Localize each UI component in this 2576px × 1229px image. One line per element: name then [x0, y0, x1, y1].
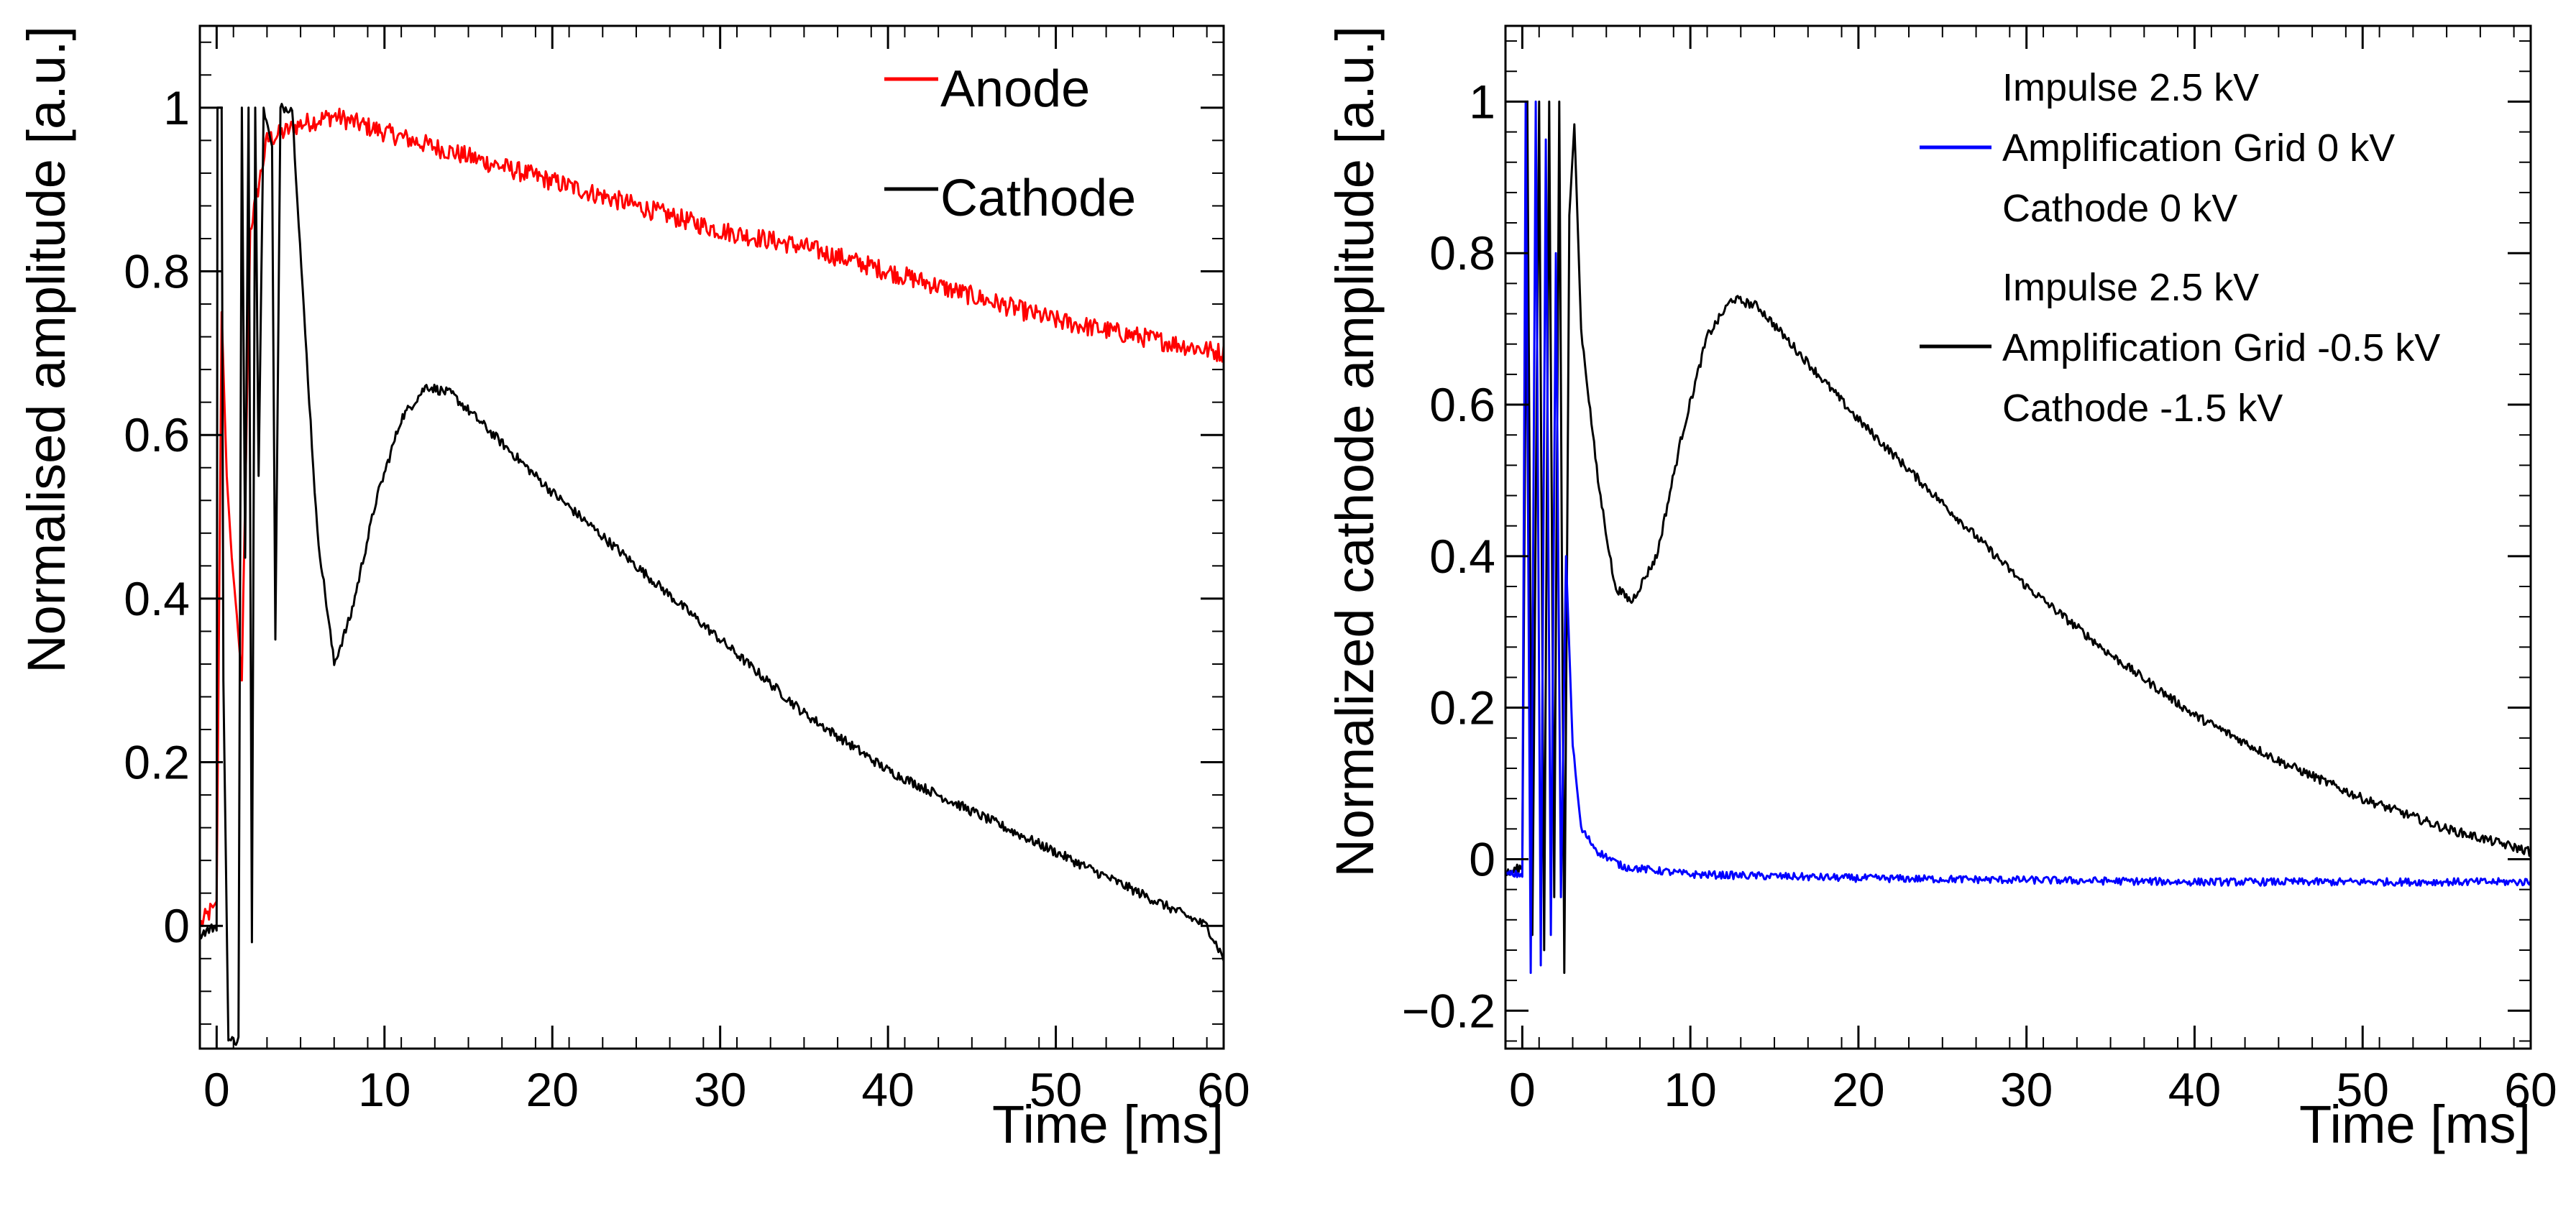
left-axis-ticks [199, 26, 1225, 1049]
left-y-axis-title: Normalised amplitude [a.u.] [17, 26, 76, 673]
left-y-tick-label: 0.4 [124, 572, 190, 625]
left-plot-frame [198, 24, 1225, 1050]
left-x-tick-label: 40 [861, 1063, 914, 1116]
left-series-group [198, 103, 1225, 1046]
right-y-tick-label: 0.2 [1429, 681, 1495, 735]
right-chart: 0 10 20 30 40 50 60 −0.2 0 0.2 0.4 0.6 0.8 1 Time [ms… [1325, 24, 2557, 1154]
right-y-tick-label: −0.2 [1402, 984, 1495, 1037]
left-y-tick-label: 0.2 [124, 736, 190, 789]
legend-label-blue-grid: Amplification Grid 0 kV [2002, 126, 2395, 170]
left-x-tick-label: 50 [1030, 1063, 1082, 1116]
right-y-tick-label: 1 [1469, 75, 1495, 128]
left-legend: Anode Cathode [884, 60, 1136, 227]
left-chart: 0 10 20 30 40 50 60 0 0.2 0.4 0.6 0.8 1 Time [ms] No… [17, 24, 1250, 1154]
left-tick-labels: 0 10 20 30 40 50 60 0 0.2 0.4 0.6 0.8 1 [124, 81, 1250, 1116]
right-x-axis-title: Time [ms] [2299, 1095, 2531, 1154]
left-x-tick-label: 10 [358, 1063, 411, 1116]
right-x-tick-label: 0 [1509, 1063, 1536, 1116]
left-y-tick-label: 0.8 [124, 245, 190, 298]
right-y-axis-title: Normalized cathode amplitude [a.u.] [1325, 26, 1385, 878]
left-series-line-1 [198, 103, 1225, 1046]
left-y-tick-label: 0 [163, 899, 190, 952]
legend-label-anode: Anode [940, 60, 1090, 118]
right-series-line-1 [1504, 100, 2532, 975]
right-x-tick-label: 30 [2000, 1063, 2053, 1116]
right-x-tick-label: 10 [1664, 1063, 1716, 1116]
right-x-tick-label: 50 [2337, 1063, 2389, 1116]
right-tick-labels: 0 10 20 30 40 50 60 −0.2 0 0.2 0.4 0.6 0.8 1 [1402, 75, 2557, 1116]
right-x-tick-label: 60 [2504, 1063, 2557, 1116]
legend-label-black-cathode: Cathode -1.5 kV [2002, 387, 2283, 430]
left-x-tick-label: 60 [1197, 1063, 1250, 1116]
right-series-group [1504, 100, 2532, 975]
left-x-tick-label: 30 [694, 1063, 746, 1116]
right-y-tick-label: 0 [1469, 832, 1495, 885]
right-plot-frame [1504, 24, 2532, 1050]
left-series-line-0 [198, 107, 1225, 927]
right-y-tick-label: 0.6 [1429, 378, 1495, 431]
legend-label-blue-cathode: Cathode 0 kV [2002, 187, 2237, 230]
left-y-tick-label: 1 [163, 81, 190, 134]
right-x-tick-label: 40 [2168, 1063, 2221, 1116]
right-series-line-0 [1505, 100, 2532, 975]
left-x-tick-label: 20 [526, 1063, 579, 1116]
right-y-tick-label: 0.8 [1429, 226, 1495, 280]
legend-label-blue-impulse: Impulse 2.5 kV [2002, 66, 2259, 109]
right-legend: Impulse 2.5 kV Amplification Grid 0 kV C… [1920, 66, 2440, 430]
legend-label-black-impulse: Impulse 2.5 kV [2002, 266, 2259, 309]
left-y-tick-label: 0.6 [124, 408, 190, 461]
left-x-tick-label: 0 [203, 1063, 230, 1116]
legend-label-black-grid: Amplification Grid -0.5 kV [2002, 326, 2440, 369]
legend-label-cathode: Cathode [940, 170, 1136, 227]
right-axis-ticks [1505, 26, 2532, 1049]
right-x-tick-label: 20 [1832, 1063, 1884, 1116]
right-y-tick-label: 0.4 [1429, 530, 1495, 583]
left-x-axis-title: Time [ms] [992, 1095, 1224, 1154]
